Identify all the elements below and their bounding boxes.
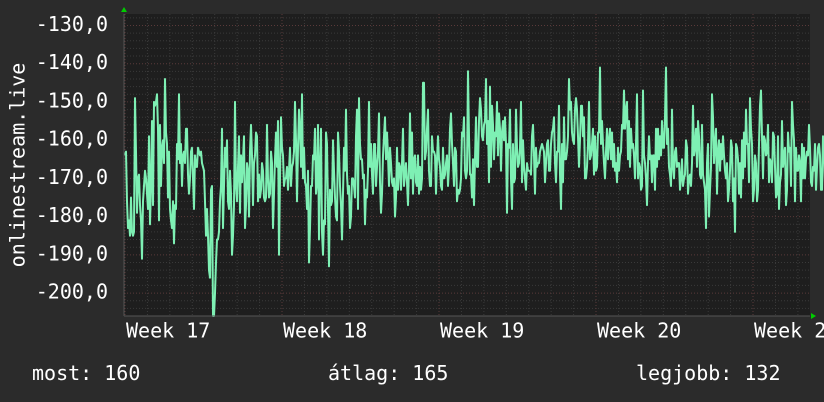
stat-average: átlag: 165 <box>328 361 449 385</box>
x-tick-label: Week 20 <box>597 319 681 343</box>
y-tick-label: -130,0 <box>36 12 108 36</box>
y-axis-ticks: -130,0 -140,0 -150,0 -160,0 -170,0 -180,0 -190… <box>36 12 108 304</box>
stat-current: most: 160 <box>32 361 141 385</box>
y-tick-label: -190,0 <box>36 241 108 265</box>
y-tick-label: -140,0 <box>36 50 108 74</box>
x-axis-arrow <box>811 313 816 319</box>
y-tick-label: -180,0 <box>36 203 108 227</box>
y-axis-arrow <box>121 7 127 12</box>
stat-best: legjobb: 132 <box>636 361 781 385</box>
y-tick-label: -160,0 <box>36 127 108 151</box>
x-tick-label: Week 17 <box>126 319 210 343</box>
x-axis-ticks: Week 17 Week 18 Week 19 Week 20 Week 2 <box>126 319 824 343</box>
y-axis-label: onlinestream.live <box>6 63 30 268</box>
axes <box>121 7 816 319</box>
series-line <box>124 66 824 317</box>
y-tick-label: -170,0 <box>36 165 108 189</box>
x-tick-label: Week 19 <box>440 319 524 343</box>
x-tick-label: Week 2 <box>754 319 824 343</box>
x-tick-label: Week 18 <box>283 319 367 343</box>
series <box>124 66 824 317</box>
y-tick-label: -150,0 <box>36 88 108 112</box>
y-tick-label: -200,0 <box>36 280 108 304</box>
